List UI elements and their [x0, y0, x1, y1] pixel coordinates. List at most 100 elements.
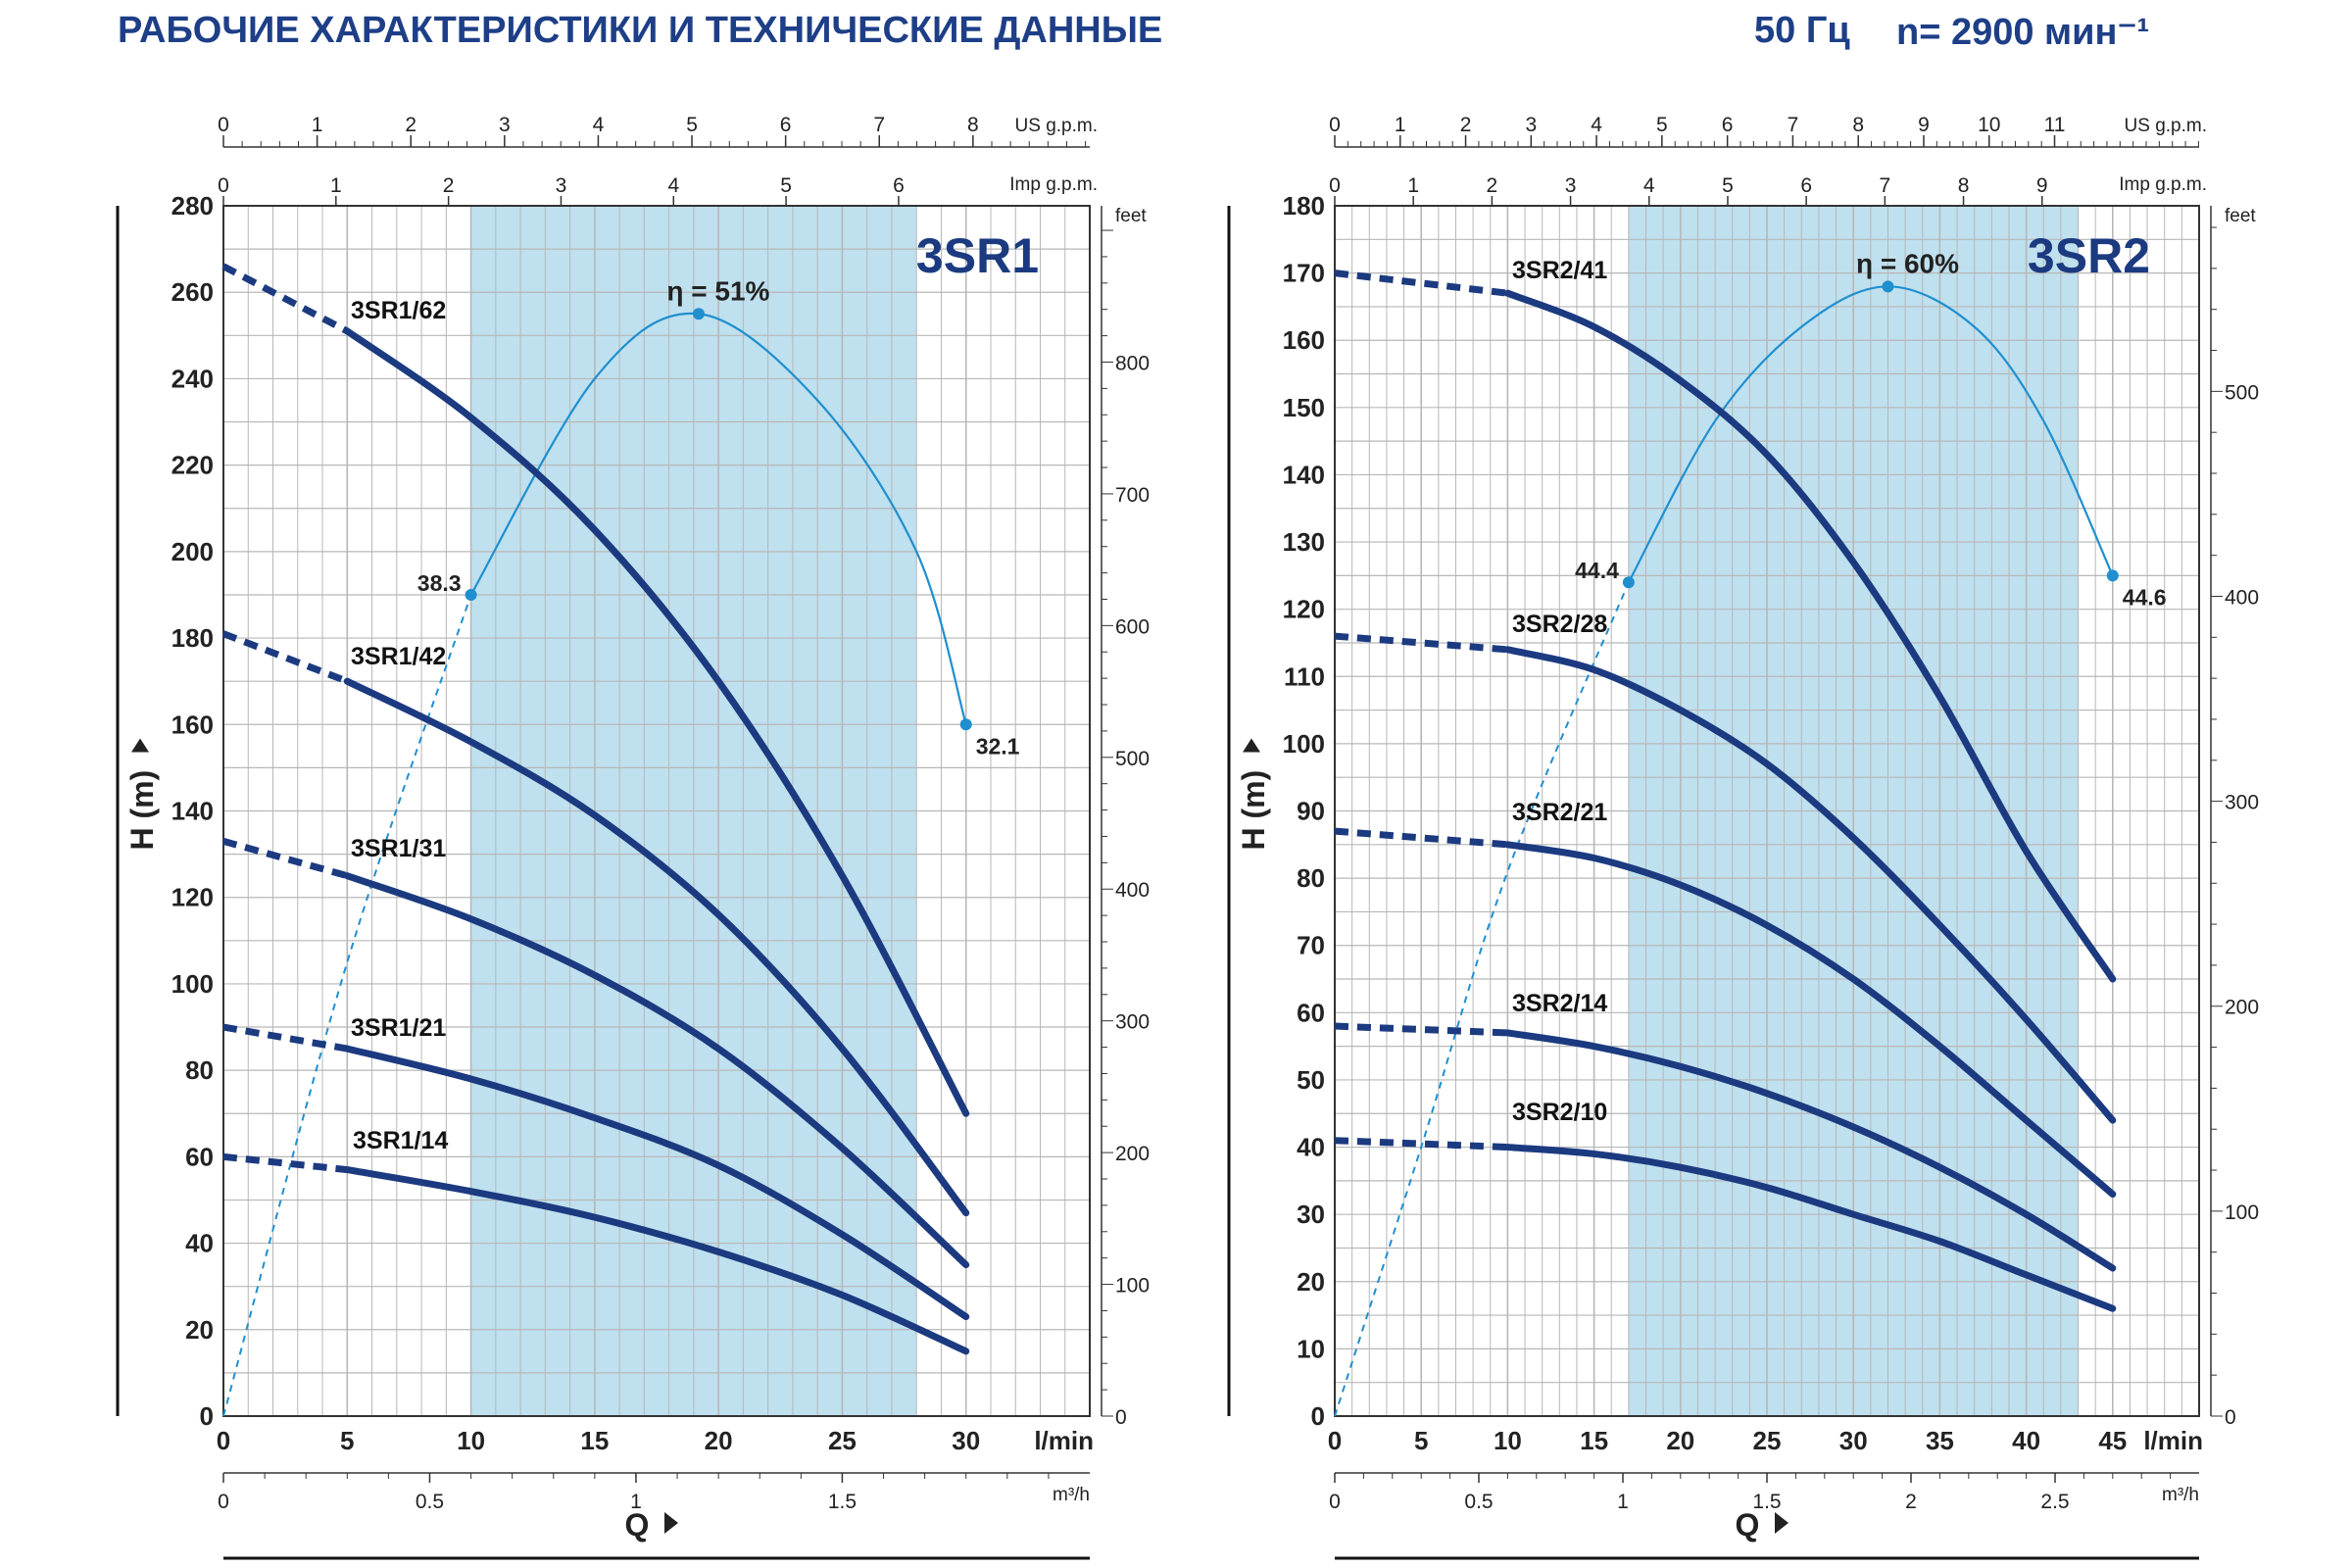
- imp-gpm-tick-label: 2: [443, 174, 455, 197]
- head-curve-dashed: [1334, 632, 1508, 654]
- feet-tick-label: 300: [1115, 1011, 1150, 1034]
- feet-tick-label: 200: [1115, 1143, 1150, 1165]
- y-tick-label: 10: [1297, 1334, 1325, 1363]
- y-tick-label: 110: [1284, 662, 1325, 691]
- x-tick-label: 5: [1414, 1426, 1428, 1455]
- m3h-tick-label: 0: [218, 1491, 229, 1513]
- efficiency-point: [1882, 280, 1894, 293]
- us-gpm-tick-label: 2: [1460, 114, 1472, 136]
- plot-frame: [222, 205, 1091, 1417]
- y-tick-label: 150: [1283, 393, 1325, 422]
- head-curve: [1503, 1029, 2117, 1272]
- series-label: 3SR2/14: [1512, 990, 1607, 1017]
- x-tick-label: 35: [1926, 1426, 1954, 1455]
- x-tick-label: 15: [1580, 1426, 1608, 1455]
- us-gpm-tick-label: 0: [218, 114, 229, 136]
- imp-gpm-tick-label: 5: [780, 174, 792, 197]
- efficiency-peak-label: η = 51%: [666, 275, 769, 306]
- chart-3sr1: 020406080100120140160180200220240260280H…: [116, 114, 1150, 1560]
- series-label: 3SR2/28: [1512, 611, 1607, 638]
- x-axis-title: Q: [1736, 1507, 1760, 1543]
- us-gpm-tick-label: 0: [1329, 114, 1341, 136]
- y-tick-label: 20: [1297, 1267, 1325, 1297]
- us-gpm-tick-label: 6: [780, 114, 792, 136]
- y-tick-label: 220: [172, 451, 214, 480]
- series-label: 3SR2/10: [1512, 1099, 1607, 1126]
- feet-tick-label: 100: [1115, 1275, 1150, 1298]
- y-tick-label: 120: [172, 883, 214, 912]
- x-tick-label: 45: [2098, 1426, 2127, 1455]
- head-curve: [343, 1166, 970, 1355]
- y-tick-label: 180: [1283, 191, 1325, 220]
- y-axis-title: H (m): [1236, 770, 1271, 851]
- imp-gpm-tick-label: 8: [1958, 174, 1970, 197]
- us-gpm-tick-label: 3: [499, 114, 511, 136]
- y-tick-label: 160: [1283, 325, 1325, 355]
- series-label: 3SR1/42: [351, 643, 446, 670]
- us-gpm-tick-label: 4: [1591, 114, 1602, 136]
- series-label: 3SR2/21: [1512, 799, 1607, 826]
- efficiency-point: [465, 588, 477, 601]
- m3h-tick-label: 1: [1617, 1491, 1629, 1513]
- y-tick-label: 120: [1283, 595, 1325, 624]
- y-axis-arrow-icon: [131, 738, 149, 753]
- imp-gpm-tick-label: 9: [2036, 174, 2048, 197]
- feet-tick-label: 300: [2225, 792, 2259, 814]
- feet-tick-label: 500: [1115, 748, 1150, 770]
- m3h-tick-label: 0.5: [1464, 1491, 1493, 1513]
- x-tick-label: 0: [1328, 1426, 1342, 1455]
- m3h-tick-label: 0.5: [416, 1491, 444, 1513]
- head-curve-dashed: [1334, 827, 1508, 849]
- head-curve-dashed: [222, 1152, 348, 1174]
- x-tick-label: 25: [1753, 1426, 1782, 1455]
- y-tick-label: 80: [185, 1055, 214, 1085]
- x-tick-label: 15: [580, 1426, 609, 1455]
- m3h-tick-label: 0: [1329, 1491, 1341, 1513]
- efficiency-point-label: 44.4: [1575, 558, 1619, 583]
- y-tick-label: 50: [1297, 1065, 1325, 1095]
- us-gpm-tick-label: 11: [2044, 114, 2066, 136]
- x-tick-label: 25: [828, 1426, 857, 1455]
- y-tick-label: 160: [172, 710, 214, 739]
- x-axis-arrow-icon: [664, 1512, 678, 1534]
- m3h-unit-label: m³/h: [2162, 1485, 2199, 1505]
- efficiency-point: [1622, 576, 1635, 589]
- feet-tick-label: 200: [2225, 997, 2259, 1019]
- imp-gpm-tick-label: 4: [1643, 174, 1655, 197]
- feet-tick-label: 400: [1115, 879, 1150, 902]
- us-gpm-tick-label: 5: [1656, 114, 1668, 136]
- feet-tick-label: 100: [2225, 1201, 2259, 1224]
- x-tick-label: 5: [340, 1426, 354, 1455]
- frequency-label: 50 Гц: [1754, 10, 1850, 51]
- x-tick-label: 40: [2012, 1426, 2040, 1455]
- y-tick-label: 60: [185, 1142, 214, 1171]
- x-tick-label: 30: [952, 1426, 980, 1455]
- y-tick-label: 130: [1283, 527, 1325, 557]
- efficiency-point: [2106, 569, 2119, 582]
- plot-frame: [1334, 205, 2200, 1417]
- head-curve: [343, 327, 970, 1117]
- chart-3sr2: 0102030405060708090100110120130140150160…: [1227, 114, 2259, 1560]
- y-tick-label: 80: [1297, 863, 1325, 893]
- head-curve-dashed: [221, 263, 349, 335]
- head-curve: [1503, 289, 2117, 983]
- head-curve-dashed: [1334, 1022, 1508, 1037]
- us-gpm-tick-label: 7: [873, 114, 885, 136]
- us-gpm-tick-label: 2: [405, 114, 416, 136]
- efficiency-point-label: 38.3: [417, 570, 462, 596]
- efficiency-curve: [469, 312, 967, 725]
- x-tick-label: 20: [705, 1426, 733, 1455]
- m3h-tick-label: 1.5: [1752, 1491, 1781, 1513]
- us-gpm-tick-label: 3: [1525, 114, 1537, 136]
- m3h-tick-label: 1: [630, 1491, 642, 1513]
- y-tick-label: 180: [172, 623, 214, 653]
- y-tick-label: 40: [1297, 1133, 1325, 1162]
- x-tick-label: 30: [1839, 1426, 1868, 1455]
- imp-gpm-tick-label: 1: [1407, 174, 1419, 197]
- m3h-tick-label: 1.5: [828, 1491, 857, 1513]
- y-axis-title: H (m): [124, 770, 160, 851]
- y-tick-label: 60: [1297, 998, 1325, 1027]
- feet-tick-label: 0: [1115, 1406, 1127, 1429]
- page-title: РАБОЧИЕ ХАРАКТЕРИСТИКИ И ТЕХНИЧЕСКИЕ ДАН…: [118, 10, 1163, 51]
